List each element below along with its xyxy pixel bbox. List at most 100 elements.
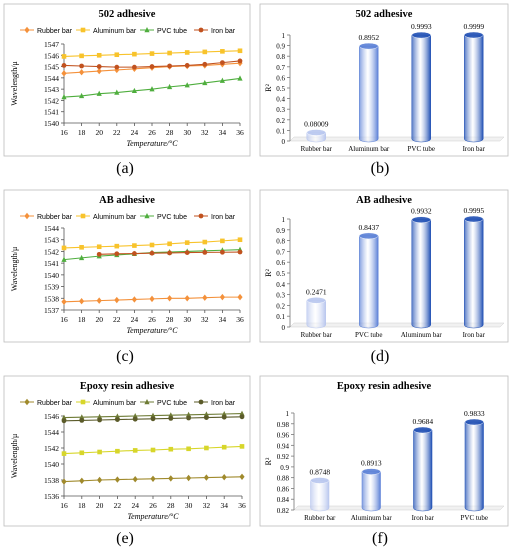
y-tick-label: 0.7 [276,64,285,72]
bar-value-label: 0.8748 [309,467,330,476]
bar-cap [359,232,379,240]
data-point [186,411,192,417]
data-point [220,238,225,244]
bar-cap [310,477,330,484]
data-point [167,241,172,247]
data-point [114,64,120,70]
y-tick-label: 1537 [44,306,59,315]
data-point [79,414,85,420]
bar-body [413,429,433,512]
y-tick-label: 0.8 [276,238,285,246]
x-category-label: Iron bar [463,145,486,153]
y-tick-label: 0.88 [277,475,290,483]
chart-title: 502 adhesive [356,9,413,20]
line-chart-1: 502 adhesive Rubber bar Aluminum bar PVC tu… [3,3,251,157]
data-point [186,446,191,452]
x-tick-label: 22 [113,128,121,137]
x-category-label: Aluminum bar [401,331,443,339]
data-point [97,417,102,423]
y-tick-label: 1540 [44,460,59,469]
data-point [61,451,67,456]
data-point [202,49,208,55]
y-tick-label: 0.3 [276,106,285,114]
data-point [237,293,243,301]
data-point [221,474,227,481]
data-point [150,412,156,418]
legend-label: Rubber bar [37,28,73,35]
x-tick-label: 28 [166,128,174,137]
data-point [150,475,156,482]
data-point [79,69,85,76]
y-tick-label: 1538 [44,294,59,303]
data-point [184,250,190,256]
bar-value-label: 0.9995 [463,206,484,215]
bar-chart-2: AB adhesive 0 0.1 0.2 0.3 0.4 0.5 0.6 0.7 0.8 0.9 1… [259,189,509,343]
data-point [97,413,103,419]
y-tick-label: 1544 [44,74,59,83]
data-point [79,477,85,484]
y-tick-label: 0.86 [277,485,290,493]
data-point [220,249,225,255]
x-tick-label: 34 [220,501,228,510]
data-point [61,414,67,420]
data-point [168,475,174,482]
x-tick-label: 20 [95,128,103,137]
data-point [132,51,137,57]
data-point [149,64,155,69]
data-point [168,446,174,452]
bar-2 [361,468,381,512]
y-axis-label: Wavelength/μ [10,247,19,292]
data-point [220,60,225,66]
y-axis-label: R² [264,84,273,92]
data-point [61,256,67,262]
data-point [150,416,156,422]
x-tick-label: 34 [219,128,227,137]
data-point [239,414,245,420]
bar-value-label: 0.9999 [463,22,484,31]
bar-cap [413,426,433,434]
data-point [131,87,137,94]
chart-title: AB adhesive [356,195,412,206]
line-chart-2: AB adhesive Rubber bar Aluminum bar PVC tub… [3,189,251,343]
bar-value-label: 0.8437 [358,223,379,232]
data-point [61,54,67,59]
data-point [97,476,103,484]
data-point [79,254,85,261]
x-tick-label: 18 [78,501,86,510]
bar-4 [464,418,484,512]
legend-marker [144,213,150,219]
data-point [202,294,208,301]
y-tick-label: 1536 [44,492,59,501]
bar-cap [411,216,431,223]
bar-body [464,218,484,329]
y-tick-label: 1 [282,32,286,40]
bar-body [306,300,326,329]
y-tick-label: 1 [282,216,286,224]
data-point [184,240,190,245]
line-chart-3: Epoxy resin adhesive Rubber bar Aluminum b… [3,375,251,527]
x-axis-label: Temperature/°C [126,326,178,335]
legend-marker [80,213,86,219]
data-point [239,444,245,449]
bar-value-label: 0.2471 [306,287,327,296]
y-tick-label: 1540 [44,271,59,280]
legend-marker [24,212,30,220]
data-point [167,295,173,302]
chart-title: Epoxy resin adhesive [80,381,175,392]
data-point [79,418,85,423]
y-tick-label: 1546 [44,51,59,60]
data-point [167,250,173,256]
bar-cap [306,297,326,304]
data-point [168,416,174,421]
x-tick-label: 16 [60,128,68,137]
y-tick-label: 1539 [44,283,59,292]
data-point [79,450,85,456]
legend-marker [144,399,150,405]
data-point [221,414,227,420]
chart-floor [289,322,505,328]
data-point [204,415,209,420]
data-point [149,242,155,248]
x-tick-label: 30 [183,315,191,324]
y-tick-label: 0 [282,138,286,146]
